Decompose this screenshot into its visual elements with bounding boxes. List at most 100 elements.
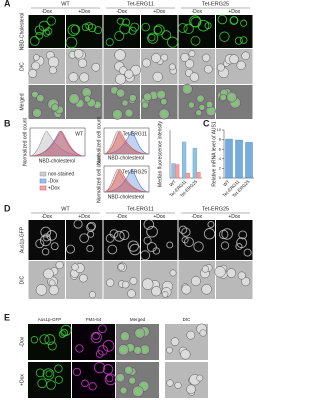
cell-signal — [105, 38, 114, 47]
cell-signal — [46, 230, 57, 241]
cell-signal — [207, 108, 214, 114]
cell-signal — [143, 236, 152, 245]
cell-signal — [207, 102, 212, 107]
cell — [169, 269, 177, 277]
cell — [229, 54, 239, 65]
cell — [79, 72, 90, 83]
axis-label: NBD-cholesterol — [108, 194, 144, 200]
cell-signal — [42, 233, 51, 242]
cell — [121, 280, 130, 289]
cell-signal — [221, 90, 227, 96]
row-label: DIC — [19, 275, 25, 284]
cell-signal — [73, 219, 83, 229]
cell — [77, 58, 88, 68]
bar — [245, 142, 253, 179]
cell — [169, 63, 176, 71]
cell-signal — [166, 36, 179, 48]
cell-signal — [181, 236, 189, 244]
cell — [180, 52, 190, 62]
y-tick-label: 8 — [219, 137, 222, 142]
cell-signal — [118, 90, 124, 96]
histogram-curve — [103, 168, 150, 193]
cell — [114, 49, 126, 61]
micrograph — [141, 220, 178, 260]
cell-signal — [105, 374, 114, 383]
cell-signal — [147, 33, 156, 42]
cell-signal — [72, 367, 82, 377]
cell-signal — [161, 99, 166, 104]
cell — [188, 50, 196, 58]
cell-signal — [146, 225, 158, 238]
condition-label: -Dox — [191, 9, 202, 15]
cell-signal — [130, 22, 140, 32]
cell-signal — [177, 23, 188, 33]
cell-signal — [127, 240, 139, 252]
cell-signal — [161, 30, 172, 40]
cell-signal — [113, 230, 125, 242]
cell-signal — [35, 31, 44, 40]
column-group-label: WT — [61, 206, 70, 212]
cell — [201, 265, 209, 273]
histogram-curve — [29, 130, 86, 157]
histogram-frame — [29, 127, 86, 157]
histogram-frame — [103, 165, 150, 193]
cell-signal — [54, 364, 63, 373]
cell — [129, 277, 138, 285]
cell-signal — [40, 226, 52, 238]
histogram-curve — [103, 130, 150, 155]
cell-signal — [229, 16, 239, 25]
cell-signal — [203, 228, 216, 240]
condition-label: -Dox — [191, 214, 202, 220]
bar — [192, 147, 197, 179]
cell-signal — [41, 247, 50, 256]
micrograph — [103, 220, 140, 260]
cell-signal — [47, 341, 57, 351]
cell — [117, 263, 125, 271]
cell-signal — [221, 95, 226, 100]
panel-label: E — [4, 312, 10, 322]
row-label: NBD-Cholesterol — [19, 13, 25, 51]
histogram-curve — [103, 168, 150, 193]
row-label: Normalized cell count — [96, 116, 102, 164]
cell-signal — [46, 380, 56, 390]
condition-label: +Dox — [78, 9, 90, 15]
cell-signal — [122, 333, 128, 340]
histogram-title: WT — [75, 131, 83, 137]
cell-signal — [158, 91, 164, 98]
cell — [31, 61, 40, 71]
cell-signal — [102, 364, 114, 375]
cell-signal — [54, 375, 63, 384]
cell-signal — [190, 16, 202, 28]
column-label: FM4-64 — [86, 317, 102, 322]
cell-signal — [70, 24, 81, 35]
cell — [241, 277, 251, 287]
histogram-curve — [29, 130, 86, 157]
cell-signal — [204, 22, 212, 30]
cell — [88, 291, 96, 299]
cell-signal — [98, 324, 107, 334]
cell-signal — [45, 370, 53, 378]
cell-signal — [219, 31, 230, 42]
cell-signal — [117, 375, 123, 381]
column-label: DIC — [183, 317, 192, 322]
cell — [152, 71, 163, 82]
cell — [214, 266, 226, 278]
micrograph — [28, 362, 71, 398]
cell — [48, 284, 59, 296]
cell — [201, 283, 212, 295]
cell-signal — [120, 346, 127, 353]
cell — [170, 337, 180, 346]
cell-signal — [79, 233, 89, 244]
axis-label: NBD-cholesterol — [108, 155, 144, 161]
cell — [106, 278, 115, 287]
cell-signal — [240, 19, 248, 27]
y-tick-label: 4 — [219, 156, 222, 161]
row-label: Aus1p-GFP — [19, 226, 25, 253]
legend-label: non-stained — [48, 171, 74, 177]
cell-signal — [135, 347, 141, 353]
cell — [174, 381, 182, 389]
column-label: Merged — [130, 317, 146, 322]
cell-signal — [105, 233, 115, 243]
row-label: -Dox — [19, 336, 25, 347]
panel-label: D — [4, 203, 11, 213]
